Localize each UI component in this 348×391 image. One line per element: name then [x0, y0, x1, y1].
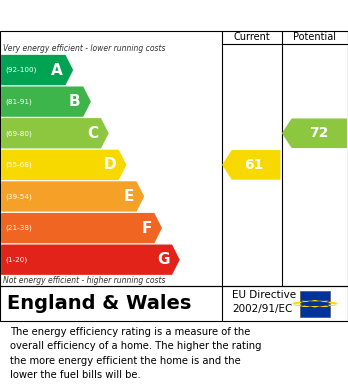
Polygon shape	[292, 301, 306, 303]
Polygon shape	[1, 86, 91, 117]
Polygon shape	[308, 306, 322, 308]
Polygon shape	[1, 181, 144, 212]
Polygon shape	[317, 306, 332, 307]
Polygon shape	[308, 300, 322, 301]
Polygon shape	[288, 303, 302, 305]
Text: Not energy efficient - higher running costs: Not energy efficient - higher running co…	[3, 276, 165, 285]
Text: A: A	[51, 63, 63, 77]
Text: 72: 72	[310, 126, 329, 140]
Text: (55-68): (55-68)	[5, 161, 32, 168]
Text: England & Wales: England & Wales	[7, 294, 191, 313]
Text: (39-54): (39-54)	[5, 193, 32, 200]
Text: (92-100): (92-100)	[5, 67, 37, 73]
Text: E: E	[124, 189, 134, 204]
Text: 61: 61	[244, 158, 263, 172]
Polygon shape	[1, 244, 180, 275]
Polygon shape	[298, 306, 313, 307]
Polygon shape	[222, 150, 280, 179]
Text: Energy Efficiency Rating: Energy Efficiency Rating	[10, 8, 213, 23]
Polygon shape	[1, 55, 73, 85]
Text: D: D	[103, 157, 116, 172]
Text: F: F	[141, 221, 151, 236]
Text: C: C	[87, 126, 98, 141]
Text: (81-91): (81-91)	[5, 99, 32, 105]
Polygon shape	[1, 213, 162, 243]
Polygon shape	[298, 301, 313, 302]
Text: Potential: Potential	[293, 32, 337, 42]
Polygon shape	[292, 305, 306, 306]
Polygon shape	[282, 118, 347, 148]
FancyBboxPatch shape	[300, 291, 330, 317]
Polygon shape	[324, 305, 338, 306]
Text: Very energy efficient - lower running costs: Very energy efficient - lower running co…	[3, 44, 165, 53]
Text: B: B	[69, 94, 80, 109]
Text: (69-80): (69-80)	[5, 130, 32, 136]
Text: (1-20): (1-20)	[5, 256, 27, 263]
Polygon shape	[328, 303, 342, 305]
Text: (21-38): (21-38)	[5, 225, 32, 231]
Polygon shape	[1, 118, 109, 149]
Text: The energy efficiency rating is a measure of the
overall efficiency of a home. T: The energy efficiency rating is a measur…	[10, 327, 262, 380]
Text: Current: Current	[234, 32, 270, 42]
Text: EU Directive
2002/91/EC: EU Directive 2002/91/EC	[232, 291, 296, 314]
Polygon shape	[317, 301, 332, 302]
Polygon shape	[324, 301, 338, 303]
Polygon shape	[1, 150, 126, 180]
Text: G: G	[157, 252, 169, 267]
